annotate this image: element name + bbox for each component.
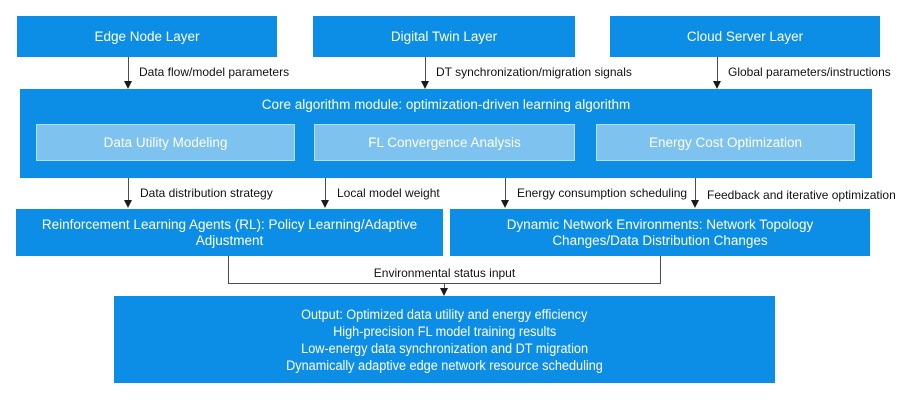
output-line: Low-energy data synchronization and DT m…	[301, 340, 588, 356]
arrow-line-core-3	[505, 178, 506, 201]
arrow-label-data-distribution: Data distribution strategy	[140, 186, 273, 200]
arrow-line-core-4	[695, 178, 696, 201]
arrow-line-to-output	[444, 283, 445, 289]
box-cloud-server-layer: Cloud Server Layer	[610, 16, 880, 57]
arrow-line-core-1	[128, 178, 129, 201]
arrow-line-core-2	[325, 178, 326, 201]
arrow-head-core-1-icon	[124, 200, 132, 208]
box-energy-cost-optimization: Energy Cost Optimization	[596, 124, 855, 161]
core-module-title: Core algorithm module: optimization-driv…	[261, 97, 631, 112]
box-dynamic-network-environments: Dynamic Network Environments: Network To…	[450, 209, 870, 256]
arrow-line-edge-to-core	[128, 57, 129, 82]
box-digital-twin-layer: Digital Twin Layer	[313, 16, 575, 57]
connector-left-drop	[228, 256, 229, 283]
arrow-head-core-4-icon	[691, 200, 699, 208]
arrow-label-local-model-weight: Local model weight	[337, 186, 440, 200]
arrow-head-edge-to-core-icon	[124, 81, 132, 89]
arrow-head-core-2-icon	[321, 200, 329, 208]
box-rl-agents: Reinforcement Learning Agents (RL): Poli…	[16, 209, 443, 256]
arrow-label-data-flow: Data flow/model parameters	[139, 65, 290, 79]
arrow-head-to-output-icon	[440, 288, 448, 296]
arrow-label-dt-sync: DT synchronization/migration signals	[436, 65, 632, 79]
output-line: High-precision FL model training results	[332, 323, 557, 339]
box-edge-node-layer: Edge Node Layer	[17, 16, 277, 57]
arrow-label-environmental-status: Environmental status input	[373, 266, 516, 280]
output-line: Output: Optimized data utility and energ…	[301, 306, 588, 322]
output-line: Dynamically adaptive edge network resour…	[286, 357, 603, 373]
arrow-line-cloud-to-core	[717, 57, 718, 82]
box-output: Output: Optimized data utility and energ…	[114, 296, 775, 383]
arrow-label-feedback-optimization: Feedback and iterative optimization	[707, 188, 896, 202]
arrow-head-dt-to-core-icon	[421, 81, 429, 89]
arrow-head-cloud-to-core-icon	[713, 81, 721, 89]
arrow-label-global-params: Global parameters/instructions	[728, 65, 891, 79]
box-data-utility-modeling: Data Utility Modeling	[36, 124, 295, 161]
connector-right-drop	[660, 256, 661, 283]
box-fl-convergence-analysis: FL Convergence Analysis	[314, 124, 575, 161]
arrow-head-core-3-icon	[501, 200, 509, 208]
arrow-line-dt-to-core	[425, 57, 426, 82]
arrow-label-energy-scheduling: Energy consumption scheduling	[517, 186, 688, 200]
